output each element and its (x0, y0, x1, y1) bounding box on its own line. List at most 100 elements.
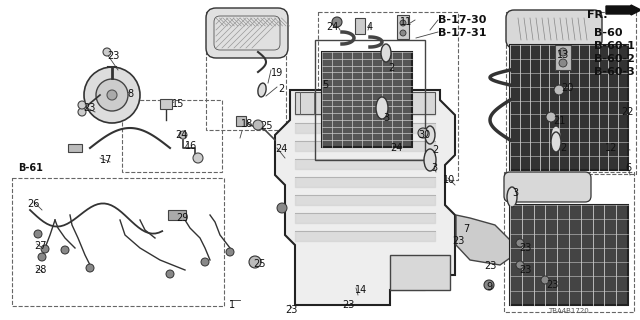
Circle shape (96, 79, 128, 111)
Text: 27: 27 (34, 241, 47, 251)
Text: B-60-2: B-60-2 (594, 54, 635, 64)
Circle shape (41, 245, 49, 253)
Circle shape (249, 256, 261, 268)
Ellipse shape (376, 97, 388, 119)
Text: 19: 19 (271, 68, 284, 78)
Text: FR.: FR. (587, 10, 607, 20)
Text: 18: 18 (241, 119, 253, 129)
Text: 23: 23 (452, 236, 465, 246)
Text: 2: 2 (278, 84, 284, 94)
Text: 24: 24 (175, 130, 188, 140)
Text: B-17-30: B-17-30 (438, 15, 486, 25)
Bar (322, 52, 412, 147)
Bar (12, 178, 224, 306)
Text: 17: 17 (100, 155, 113, 165)
Text: 25: 25 (260, 121, 273, 131)
Bar (506, 12, 636, 174)
Ellipse shape (425, 126, 435, 144)
Bar (555, 45, 571, 70)
Bar (160, 99, 172, 109)
Circle shape (171, 212, 179, 220)
Text: 3: 3 (512, 188, 518, 198)
Text: 2: 2 (560, 143, 566, 153)
Text: TBA4B1720: TBA4B1720 (548, 308, 589, 314)
Text: 7: 7 (463, 224, 469, 234)
Text: B-60: B-60 (594, 28, 623, 38)
Text: 2: 2 (388, 63, 394, 73)
Bar (68, 144, 82, 152)
Bar (355, 18, 365, 34)
Ellipse shape (381, 44, 391, 62)
Circle shape (332, 17, 342, 27)
Text: 1: 1 (229, 300, 235, 310)
Text: 25: 25 (253, 259, 266, 269)
Circle shape (103, 48, 111, 56)
Bar (295, 92, 435, 114)
Bar (168, 210, 186, 220)
Text: 23: 23 (519, 243, 531, 253)
Circle shape (516, 239, 524, 247)
Ellipse shape (551, 132, 561, 152)
Circle shape (554, 85, 564, 95)
Circle shape (166, 270, 174, 278)
Text: 23: 23 (285, 305, 298, 315)
Circle shape (546, 112, 556, 122)
Text: 14: 14 (355, 285, 367, 295)
Text: 3: 3 (383, 113, 389, 123)
Text: 15: 15 (172, 99, 184, 109)
Bar (236, 116, 246, 126)
Bar (510, 205, 628, 305)
Ellipse shape (507, 187, 517, 207)
Text: 2: 2 (432, 145, 438, 155)
Circle shape (484, 280, 494, 290)
Text: 30: 30 (418, 130, 430, 140)
Bar (504, 172, 634, 312)
Circle shape (516, 261, 524, 269)
Circle shape (400, 20, 406, 26)
Text: 23: 23 (519, 265, 531, 275)
Circle shape (78, 108, 86, 116)
Text: 24: 24 (275, 144, 287, 154)
Bar (315, 40, 425, 160)
Text: 23: 23 (484, 261, 497, 271)
FancyArrow shape (606, 5, 640, 15)
Text: 8: 8 (127, 89, 133, 99)
Text: 23: 23 (342, 300, 355, 310)
Circle shape (400, 30, 406, 36)
Ellipse shape (551, 126, 561, 144)
Ellipse shape (424, 149, 436, 171)
Circle shape (201, 258, 209, 266)
Bar (206, 12, 286, 130)
Circle shape (107, 90, 117, 100)
Circle shape (193, 153, 203, 163)
Text: 16: 16 (185, 141, 197, 151)
Text: 21: 21 (553, 116, 565, 126)
Ellipse shape (258, 83, 266, 97)
Circle shape (34, 230, 42, 238)
Text: 23: 23 (83, 103, 95, 113)
Bar (122, 100, 222, 172)
Text: 12: 12 (605, 143, 618, 153)
Polygon shape (456, 215, 510, 265)
Circle shape (38, 253, 46, 261)
Bar (318, 12, 458, 180)
Polygon shape (275, 90, 455, 305)
Text: 22: 22 (621, 107, 634, 117)
Circle shape (61, 246, 69, 254)
Text: 20: 20 (561, 83, 573, 93)
Circle shape (418, 128, 428, 138)
Text: 11: 11 (400, 17, 412, 27)
Text: 9: 9 (486, 282, 492, 292)
Text: 4: 4 (367, 22, 373, 32)
Text: 6: 6 (625, 163, 631, 173)
Text: 23: 23 (546, 280, 558, 290)
FancyBboxPatch shape (506, 10, 602, 48)
Text: 24: 24 (326, 22, 339, 32)
Circle shape (78, 101, 86, 109)
Circle shape (277, 203, 287, 213)
Circle shape (226, 248, 234, 256)
Text: 3: 3 (431, 163, 437, 173)
Text: 10: 10 (443, 175, 455, 185)
Text: B-61: B-61 (18, 163, 43, 173)
Text: B-17-31: B-17-31 (438, 28, 486, 38)
